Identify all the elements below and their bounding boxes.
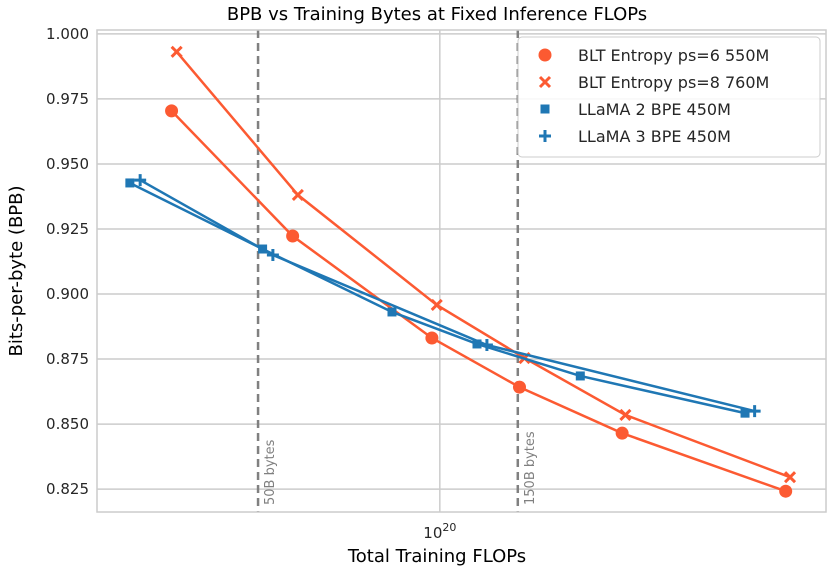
marker-plus — [480, 339, 493, 352]
marker-circle — [165, 104, 179, 118]
y-tick-label: 0.850 — [46, 415, 89, 433]
y-tick-label: 0.975 — [46, 90, 89, 108]
marker-plus — [266, 249, 279, 262]
chart-title: BPB vs Training Bytes at Fixed Inference… — [227, 4, 647, 25]
y-tick-label: 0.825 — [46, 480, 89, 498]
legend-entry-label: BLT Entropy ps=6 550M — [578, 46, 769, 65]
marker-square — [740, 408, 750, 418]
marker-x — [170, 45, 183, 58]
marker-plus — [539, 130, 551, 142]
marker-plus — [748, 405, 761, 418]
series-llama-2-bpe-450m — [125, 178, 750, 418]
marker-circle — [779, 484, 793, 498]
marker-circle — [512, 380, 526, 394]
marker-square — [540, 104, 550, 114]
marker-circle — [425, 331, 439, 345]
plot-frame — [96, 29, 827, 513]
legend-entry-label: BLT Entropy ps=8 760M — [578, 73, 769, 92]
marker-x — [291, 188, 304, 201]
marker-square — [575, 371, 585, 381]
y-tick-label: 0.950 — [46, 155, 89, 173]
marker-circle — [538, 48, 552, 62]
marker-square — [472, 339, 482, 349]
y-axis-label: Bits-per-byte (BPB) — [6, 185, 27, 356]
marker-x — [430, 298, 443, 312]
x-tick-label: 1020 — [423, 521, 456, 542]
marker-plus — [134, 174, 147, 187]
y-tick-label: 0.925 — [46, 220, 89, 238]
marker-square — [387, 307, 397, 317]
marker-x — [538, 75, 552, 89]
marker-x — [619, 408, 632, 422]
marker-square — [125, 178, 135, 188]
series-llama-3-bpe-450m — [134, 174, 761, 418]
x-axis-label: Total Training FLOPs — [347, 546, 526, 567]
marker-circle — [286, 229, 300, 243]
legend-entry-label: LLaMA 2 BPE 450M — [578, 100, 731, 119]
marker-circle — [615, 426, 629, 440]
series-line — [170, 110, 787, 493]
series-line — [129, 181, 746, 415]
marker-x — [783, 471, 797, 484]
y-tick-label: 1.000 — [46, 25, 89, 43]
series-line — [175, 51, 791, 479]
legend-entry-label: LLaMA 3 BPE 450M — [578, 127, 731, 146]
series-blt-entropy-ps-6-550m — [165, 104, 793, 498]
reference-line-label: 150B bytes — [523, 431, 538, 505]
reference-line-label: 50B bytes — [263, 439, 278, 505]
legend: BLT Entropy ps=6 550M BLT Entropy ps=8 76… — [517, 36, 821, 158]
legend-box — [517, 36, 821, 158]
y-tick-label: 0.875 — [46, 350, 89, 368]
y-tick-label: 0.900 — [46, 285, 89, 303]
series-line — [139, 178, 755, 413]
